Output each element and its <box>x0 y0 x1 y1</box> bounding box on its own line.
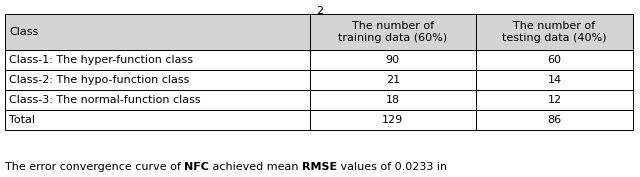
Bar <box>5 90 310 110</box>
Text: Class: Class <box>9 27 38 37</box>
Bar <box>476 14 633 50</box>
Text: 90: 90 <box>386 55 400 65</box>
Text: 21: 21 <box>386 75 400 85</box>
Bar <box>5 50 310 70</box>
Text: Class-3: The normal-function class: Class-3: The normal-function class <box>9 95 200 105</box>
Text: Class-2: The hypo-function class: Class-2: The hypo-function class <box>9 75 189 85</box>
Text: NFC: NFC <box>184 162 209 172</box>
Text: 14: 14 <box>547 75 561 85</box>
Bar <box>476 110 633 130</box>
Text: 60: 60 <box>547 55 561 65</box>
Bar <box>310 70 476 90</box>
Text: 129: 129 <box>382 115 403 125</box>
Text: The number of
testing data (40%): The number of testing data (40%) <box>502 21 607 43</box>
Text: 2: 2 <box>316 6 324 16</box>
Text: RMSE: RMSE <box>302 162 337 172</box>
Bar <box>5 70 310 90</box>
Bar <box>310 14 476 50</box>
Bar <box>476 50 633 70</box>
Bar <box>310 50 476 70</box>
Text: achieved mean: achieved mean <box>209 162 302 172</box>
Text: The error convergence curve of: The error convergence curve of <box>5 162 184 172</box>
Bar <box>310 110 476 130</box>
Text: 18: 18 <box>386 95 400 105</box>
Bar <box>5 110 310 130</box>
Bar <box>476 90 633 110</box>
Bar <box>310 90 476 110</box>
Text: values of 0.0233 in: values of 0.0233 in <box>337 162 447 172</box>
Bar <box>5 14 310 50</box>
Text: 12: 12 <box>547 95 561 105</box>
Text: The number of
training data (60%): The number of training data (60%) <box>338 21 447 43</box>
Text: Total: Total <box>9 115 35 125</box>
Bar <box>476 70 633 90</box>
Text: 86: 86 <box>547 115 561 125</box>
Text: Class-1: The hyper-function class: Class-1: The hyper-function class <box>9 55 193 65</box>
